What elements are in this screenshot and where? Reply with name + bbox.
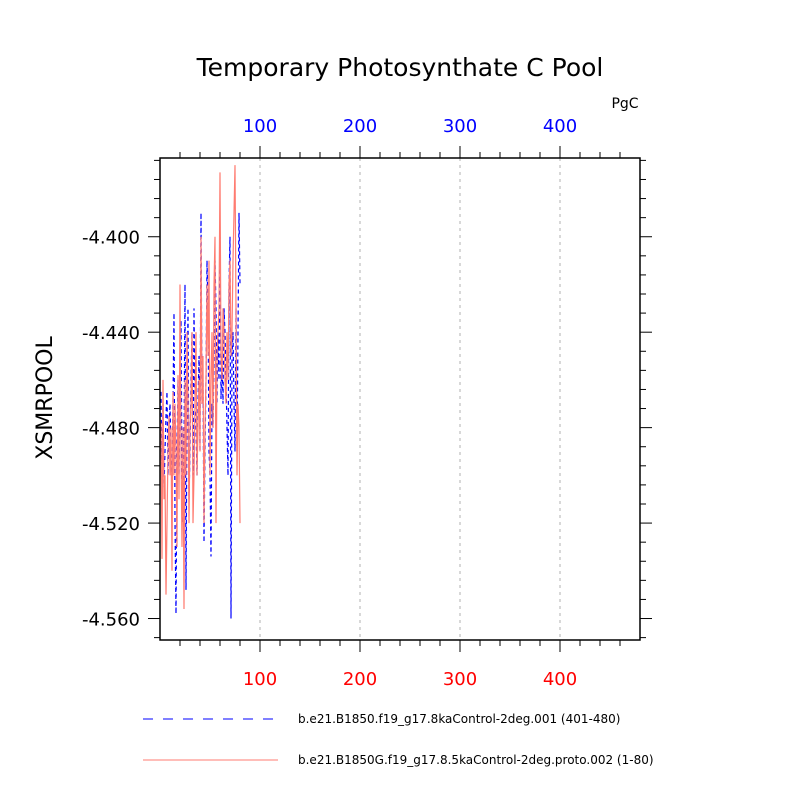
y-tick-label: -4.440 [82,323,140,344]
x-tick-label-bottom: 300 [443,669,477,690]
y-tick-label: -4.480 [82,419,140,440]
axis-ticks: 100 100 200 200 300 300 400 400 -4.560 -4.520 -4.4… [82,116,652,690]
x-tick-label-top: 300 [443,116,477,137]
units-label: PgC [611,96,638,112]
x-tick-label-bottom: 100 [243,669,277,690]
x-tick-label-top: 400 [543,116,577,137]
chart-title: Temporary Photosynthate C Pool [196,53,604,82]
y-tick-label: -4.400 [82,228,140,249]
y-tick-label: -4.520 [82,514,140,535]
y-axis-label: XSMRPOOL [33,336,58,460]
plot-frame [159,157,641,641]
x-tick-label-bottom: 400 [543,669,577,690]
y-tick-label: -4.560 [82,610,140,631]
x-tick-label-top: 100 [243,116,277,137]
x-tick-label-bottom: 200 [343,669,377,690]
legend-label-series-2: b.e21.B1850G.f19_g17.8.5kaControl-2deg.p… [298,753,654,767]
grid-lines [259,158,561,640]
series-line-2 [160,165,241,609]
plot-series [160,165,241,619]
legend-label-series-1: b.e21.B1850.f19_g17.8kaControl-2deg.001 … [298,712,620,726]
legend: b.e21.B1850.f19_g17.8kaControl-2deg.001 … [143,712,654,767]
x-tick-label-top: 200 [343,116,377,137]
